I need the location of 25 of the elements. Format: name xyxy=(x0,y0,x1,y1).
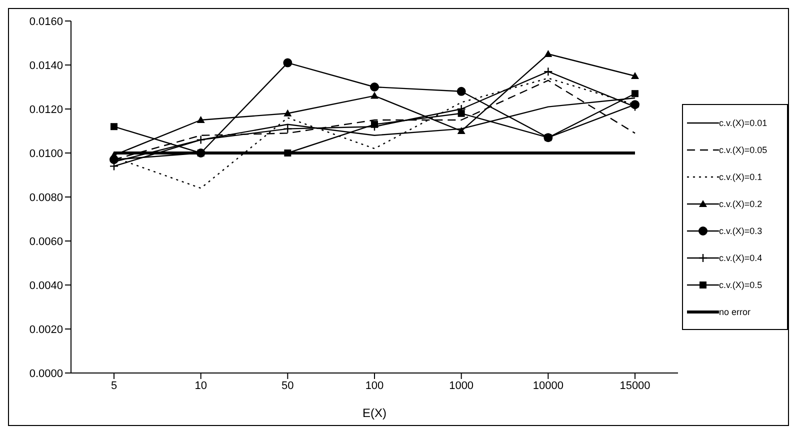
legend-label: c.v.(X)=0.3 xyxy=(719,226,762,236)
legend-label: c.v.(X)=0.5 xyxy=(719,280,762,290)
y-tick-label: 0.0080 xyxy=(29,192,63,204)
y-tick-label: 0.0100 xyxy=(29,148,63,160)
x-axis-title: E(X) xyxy=(362,406,387,420)
y-tick-label: 0.0140 xyxy=(29,60,63,72)
y-tick-label: 0.0160 xyxy=(29,16,63,28)
y-tick-label: 0.0020 xyxy=(29,324,63,336)
legend-label: no error xyxy=(719,306,751,316)
x-tick-label: 1000 xyxy=(449,380,474,392)
x-tick-label: 5 xyxy=(110,380,118,392)
x-tick-label: 15000 xyxy=(620,380,650,392)
y-tick-label: 0.0040 xyxy=(29,280,63,292)
y-tick-label: 0.0060 xyxy=(29,236,63,248)
x-tick-label: 50 xyxy=(282,380,294,392)
legend-label: c.v.(X)=0.01 xyxy=(719,118,768,128)
legend-label: c.v.(X)=0.05 xyxy=(719,144,768,154)
legend-label: c.v.(X)=0.2 xyxy=(719,198,762,208)
legend-label: c.v.(X)=0.4 xyxy=(719,252,762,262)
x-tick-label: 10000 xyxy=(532,380,564,392)
x-tick-label: 10 xyxy=(194,380,207,392)
y-tick-label: 0.0120 xyxy=(29,104,63,116)
legend-label: c.v.(X)=0.1 xyxy=(719,172,762,182)
x-tick-label: 100 xyxy=(365,380,384,392)
y-tick-label: 0.0000 xyxy=(29,368,63,380)
